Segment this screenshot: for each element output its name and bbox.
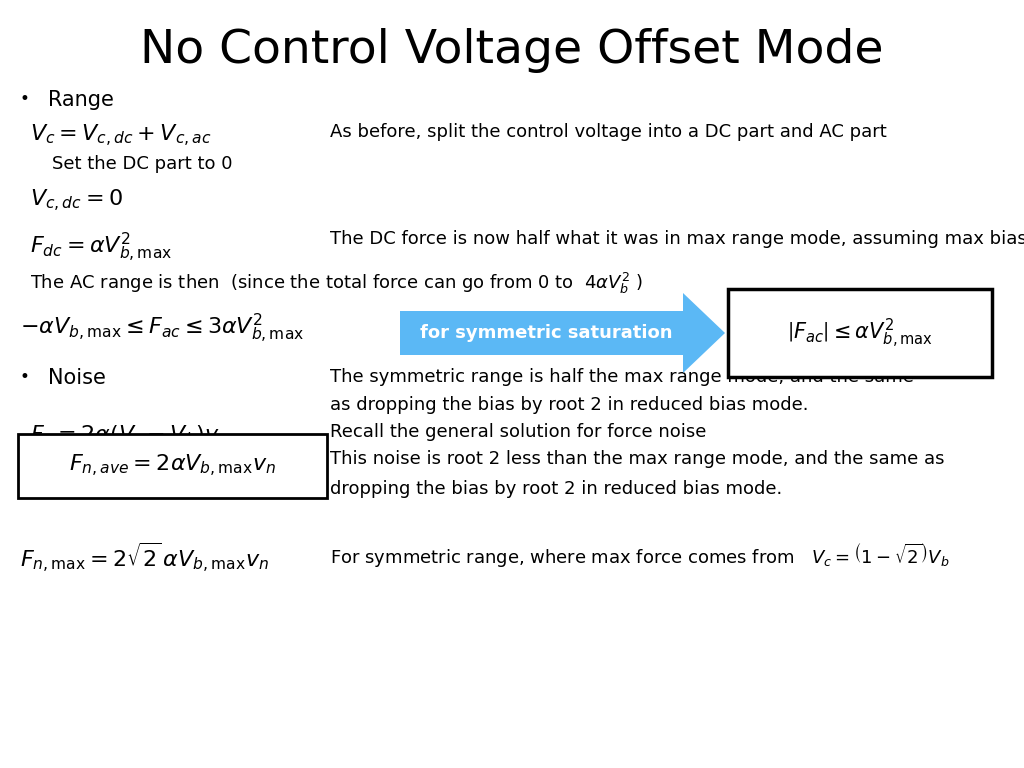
Text: The symmetric range is half the max range mode, and the same: The symmetric range is half the max rang…	[330, 368, 913, 386]
Text: •: •	[20, 368, 30, 386]
Text: as dropping the bias by root 2 in reduced bias mode.: as dropping the bias by root 2 in reduce…	[330, 396, 809, 414]
Text: $F_n = 2\alpha(V_c - V_b)v_n$: $F_n = 2\alpha(V_c - V_b)v_n$	[30, 423, 228, 447]
Text: Range: Range	[48, 90, 114, 110]
Text: $V_c = V_{c,dc} + V_{c,ac}$: $V_c = V_{c,dc} + V_{c,ac}$	[30, 123, 211, 149]
Text: for symmetric saturation: for symmetric saturation	[420, 324, 673, 342]
Text: This noise is root 2 less than the max range mode, and the same as: This noise is root 2 less than the max r…	[330, 450, 944, 468]
Text: $F_{n,ave} = 2\alpha V_{b,\mathrm{max}} v_n$: $F_{n,ave} = 2\alpha V_{b,\mathrm{max}} …	[69, 453, 276, 479]
Text: dropping the bias by root 2 in reduced bias mode.: dropping the bias by root 2 in reduced b…	[330, 480, 782, 498]
Text: $F_{dc} = \alpha V_{b,\mathrm{max}}^2$: $F_{dc} = \alpha V_{b,\mathrm{max}}^2$	[30, 230, 172, 263]
Text: Noise: Noise	[48, 368, 105, 388]
FancyBboxPatch shape	[18, 434, 327, 498]
Text: Set the DC part to 0: Set the DC part to 0	[52, 155, 232, 173]
Text: Recall the general solution for force noise: Recall the general solution for force no…	[330, 423, 707, 441]
Text: $-\alpha V_{b,\mathrm{max}} \leq F_{ac} \leq 3\alpha V_{b,\mathrm{max}}^2$: $-\alpha V_{b,\mathrm{max}} \leq F_{ac} …	[20, 311, 304, 345]
Text: $\left|F_{ac}\right| \leq \alpha V_{b,\mathrm{max}}^2$: $\left|F_{ac}\right| \leq \alpha V_{b,\m…	[787, 316, 933, 350]
Text: $F_{n,\mathrm{max}} = 2\sqrt{2}\,\alpha V_{b,\mathrm{max}} v_n$: $F_{n,\mathrm{max}} = 2\sqrt{2}\,\alpha …	[20, 540, 269, 574]
Text: •: •	[20, 90, 30, 108]
Text: The AC range is then  (since the total force can go from 0 to  $4\alpha V_b^2$ ): The AC range is then (since the total fo…	[30, 271, 643, 296]
Text: As before, split the control voltage into a DC part and AC part: As before, split the control voltage int…	[330, 123, 887, 141]
Text: The DC force is now half what it was in max range mode, assuming max bias: The DC force is now half what it was in …	[330, 230, 1024, 248]
Text: No Control Voltage Offset Mode: No Control Voltage Offset Mode	[140, 28, 884, 73]
Text: For symmetric range, where max force comes from   $V_c = \left(1-\sqrt{2}\right): For symmetric range, where max force com…	[330, 540, 949, 569]
Text: $V_{c,dc} = 0$: $V_{c,dc} = 0$	[30, 188, 123, 214]
Polygon shape	[400, 293, 725, 373]
FancyBboxPatch shape	[728, 289, 992, 377]
